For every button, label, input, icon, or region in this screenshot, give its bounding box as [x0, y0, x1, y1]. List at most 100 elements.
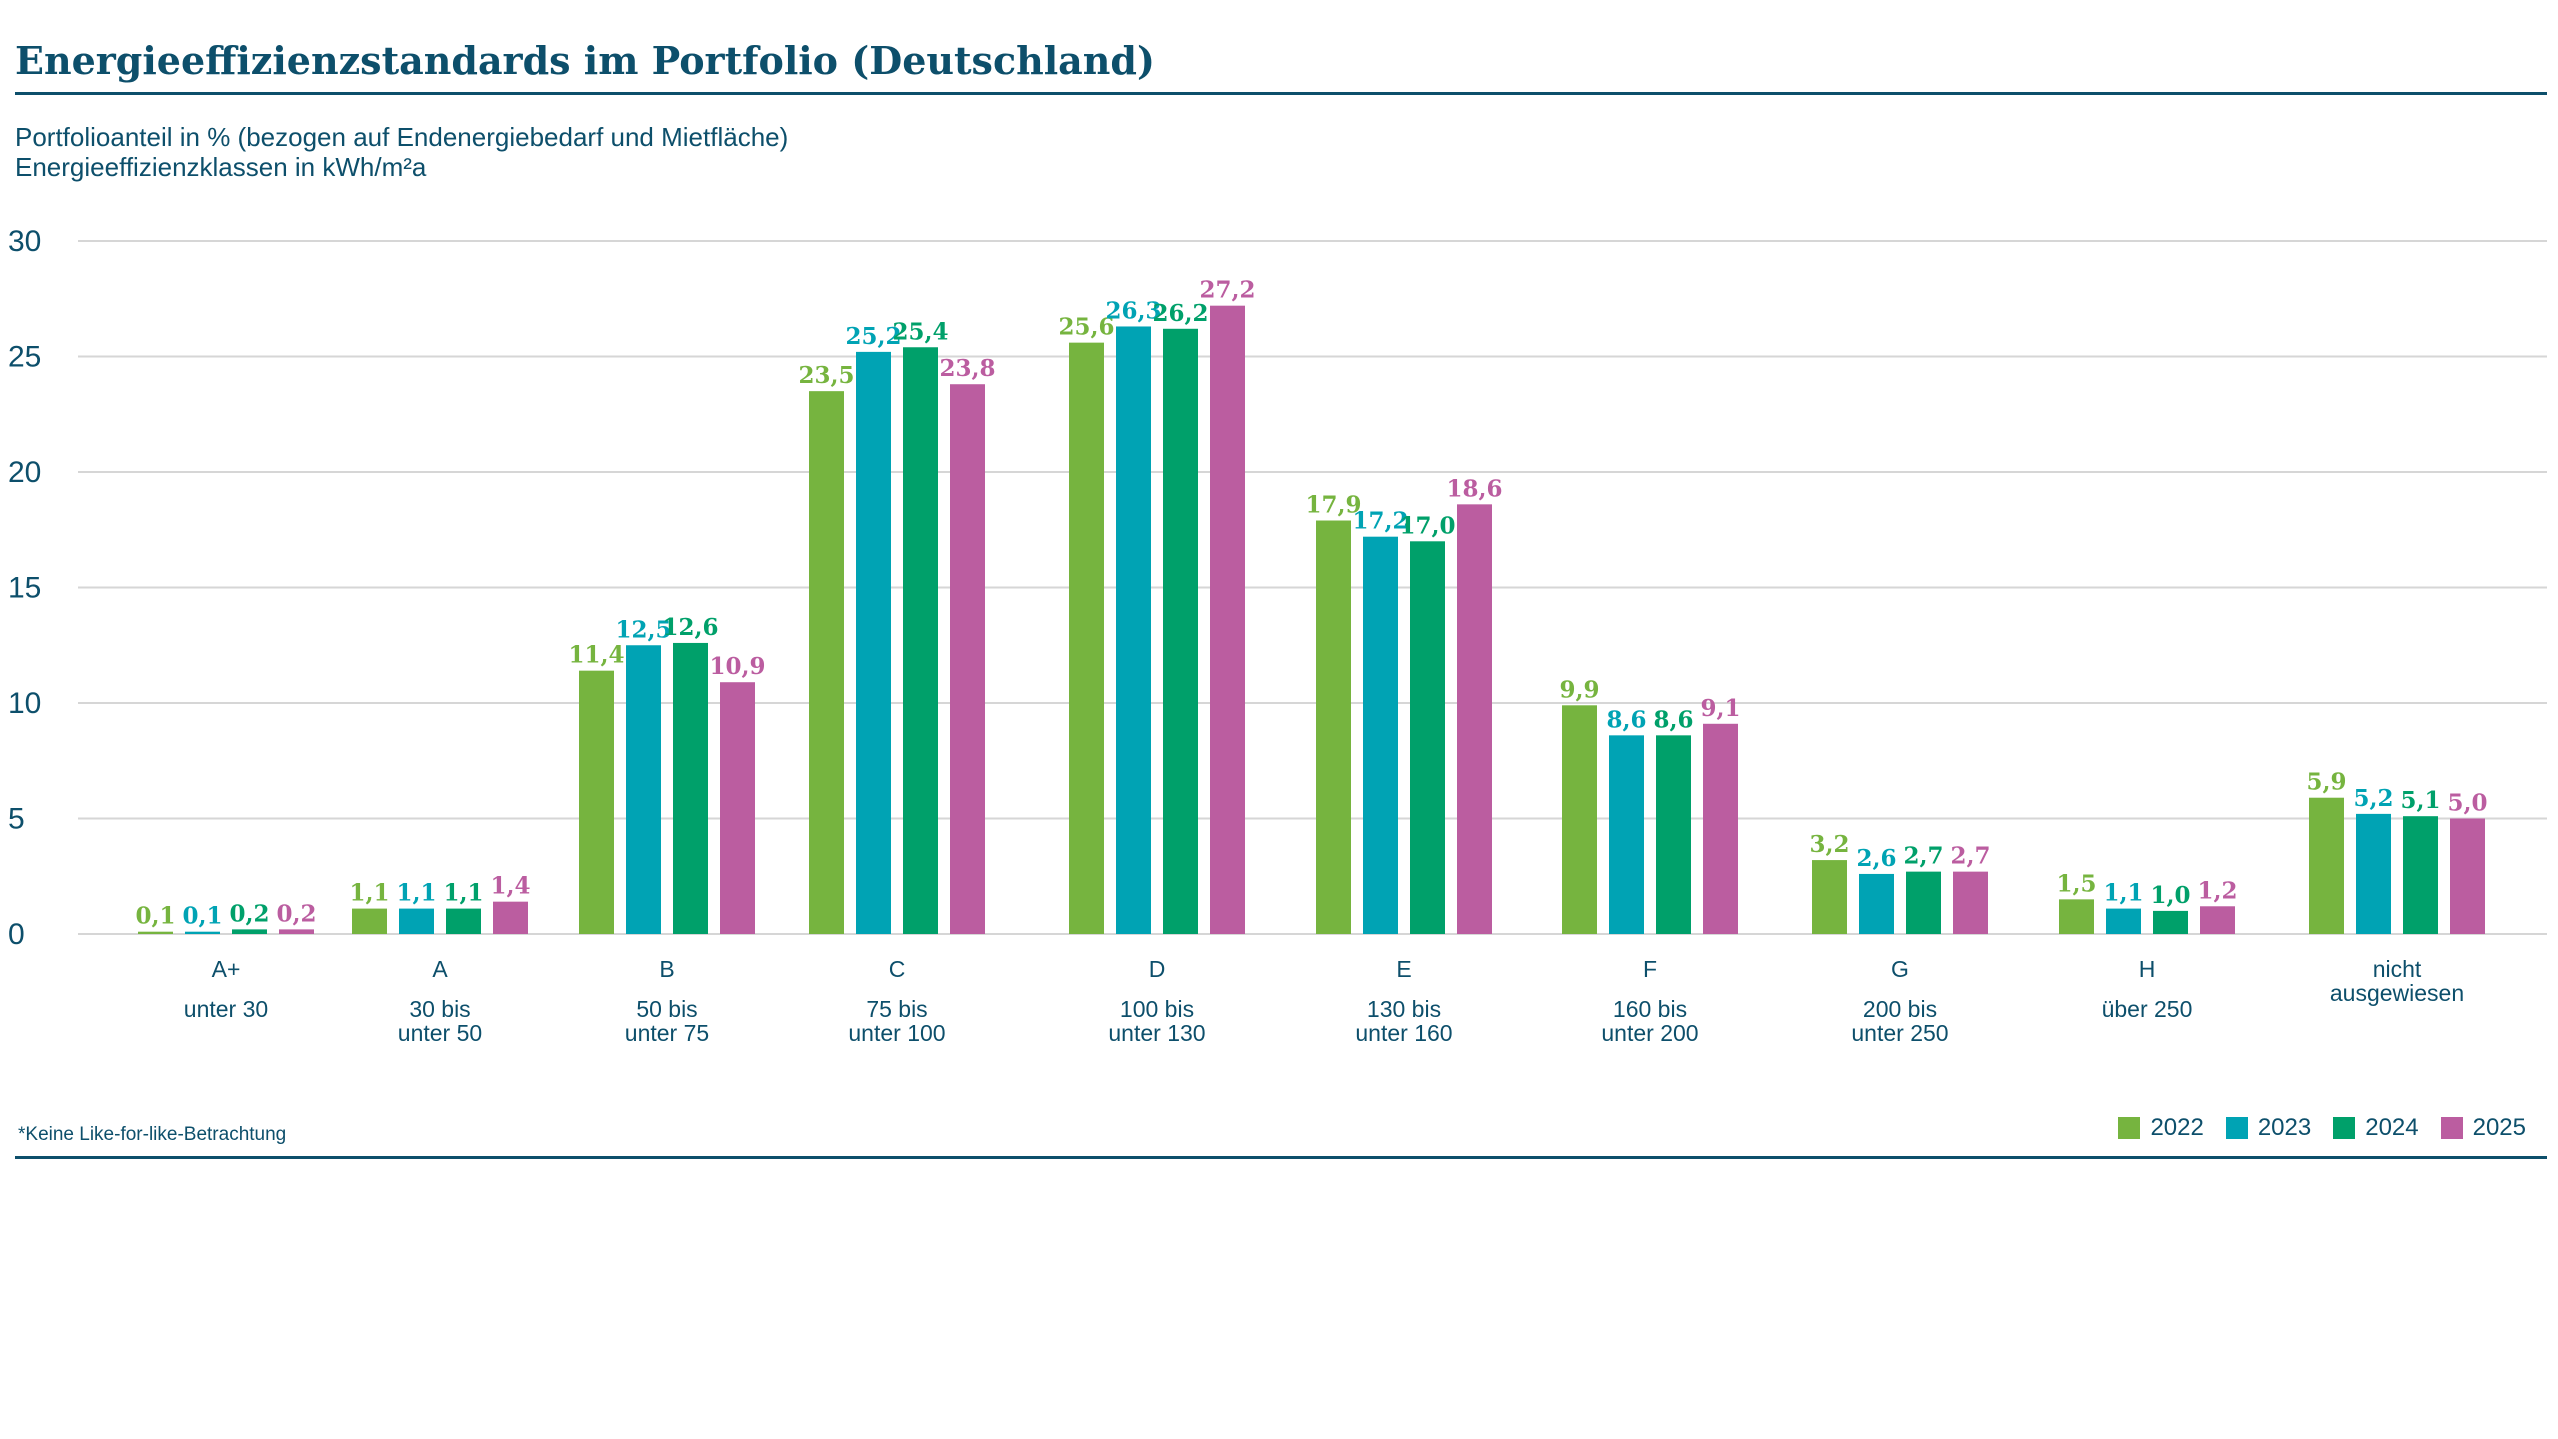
legend-label: 2022 — [2150, 1114, 2204, 1141]
x-category-label: A — [432, 956, 448, 982]
data-label: 26,3 — [1105, 297, 1161, 324]
data-label: 23,5 — [798, 362, 854, 389]
x-category-label: H — [2139, 956, 2156, 982]
bar-2024-8 — [1906, 871, 1941, 934]
title-divider — [15, 92, 2547, 95]
data-label: 23,8 — [939, 355, 995, 382]
y-tick-label: 5 — [8, 803, 25, 836]
bar-2024-2 — [446, 908, 481, 934]
data-label: 8,6 — [1606, 706, 1646, 733]
bar-2025-5 — [1210, 305, 1245, 934]
data-label: 0,1 — [182, 903, 222, 930]
legend-swatch — [2333, 1117, 2356, 1139]
x-category-label: D — [1149, 956, 1166, 982]
bar-2024-6 — [1410, 541, 1445, 934]
data-label: 27,2 — [1199, 277, 1255, 304]
data-label: 8,6 — [1653, 706, 1693, 733]
data-label: 1,1 — [349, 880, 389, 907]
data-label: 12,5 — [615, 616, 671, 643]
legend-swatch — [2440, 1117, 2463, 1139]
bar-2023-3 — [626, 645, 661, 934]
data-label: 25,2 — [845, 323, 901, 350]
data-label: 10,9 — [709, 653, 765, 680]
x-range-label: über 250 — [2102, 996, 2193, 1022]
x-range-label: 200 bis unter 250 — [1851, 996, 1948, 1046]
bar-2022-8 — [1812, 860, 1847, 934]
bottom-divider — [15, 1156, 2547, 1159]
bar-2022-3 — [579, 670, 614, 934]
bar-2025-3 — [720, 682, 755, 934]
bar-2022-2 — [352, 908, 387, 934]
bar-2023-9 — [2106, 908, 2141, 934]
x-category-label: nicht ausgewiesen — [2330, 956, 2464, 1006]
data-label: 5,2 — [2353, 785, 2393, 812]
bar-2025-9 — [2200, 906, 2235, 934]
bar-2025-1 — [279, 929, 314, 934]
data-label: 1,1 — [2103, 880, 2143, 907]
x-range-label: 50 bis unter 75 — [625, 996, 709, 1046]
data-label: 17,2 — [1352, 508, 1408, 535]
data-label: 1,2 — [2197, 877, 2237, 904]
x-category-label: F — [1643, 956, 1657, 982]
legend-item: 2023 — [2225, 1114, 2312, 1142]
data-label: 1,1 — [396, 880, 436, 907]
y-tick-label: 25 — [8, 341, 41, 374]
legend-label: 2025 — [2472, 1114, 2526, 1141]
y-tick-label: 20 — [8, 456, 41, 489]
x-range-label: 100 bis unter 130 — [1108, 996, 1205, 1046]
bar-2024-1 — [232, 929, 267, 934]
legend-item: 2024 — [2333, 1114, 2419, 1142]
data-label: 17,9 — [1305, 492, 1361, 519]
data-label: 0,2 — [229, 900, 269, 927]
bar-2025-10 — [2450, 818, 2485, 934]
bar-2022-9 — [2059, 899, 2094, 934]
x-range-label: 30 bis unter 50 — [398, 996, 482, 1046]
bar-2023-2 — [399, 908, 434, 934]
y-tick-label: 15 — [8, 572, 41, 605]
data-label: 3,2 — [1809, 831, 1849, 858]
bar-2023-8 — [1859, 873, 1894, 934]
legend-label: 2024 — [2365, 1114, 2419, 1141]
bar-2022-5 — [1069, 342, 1104, 934]
bar-2023-6 — [1363, 536, 1398, 934]
x-range-label: 75 bis unter 100 — [848, 996, 945, 1046]
x-category-label: G — [1891, 956, 1909, 982]
bar-2024-4 — [903, 347, 938, 934]
legend-swatch — [2118, 1117, 2141, 1139]
data-label: 1,5 — [2056, 870, 2096, 897]
bar-2025-2 — [493, 901, 528, 934]
bar-2023-5 — [1116, 326, 1151, 935]
chart-subtitle-unit: Portfolioanteil in % (bezogen auf Endene… — [15, 122, 789, 152]
data-label: 11,4 — [568, 642, 624, 669]
data-label: 1,0 — [2150, 882, 2190, 909]
data-label: 5,0 — [2447, 790, 2487, 817]
x-category-label: C — [889, 956, 906, 982]
bar-2023-4 — [856, 351, 891, 934]
data-label: 25,6 — [1058, 314, 1114, 341]
data-label: 26,2 — [1152, 300, 1208, 327]
x-category-label: B — [659, 956, 674, 982]
data-label: 12,6 — [662, 614, 718, 641]
data-label: 0,1 — [135, 903, 175, 930]
bar-chart: 0 5 10 15 20 25 30 0,1 0,1 0,2 0,2 A+ unter 30 1,1 1,1… — [8, 225, 2547, 1046]
y-tick-label: 10 — [8, 687, 41, 720]
data-label: 18,6 — [1446, 475, 1502, 502]
bar-2024-7 — [1656, 735, 1691, 934]
bar-2024-3 — [673, 642, 708, 934]
x-category-label: E — [1396, 956, 1411, 982]
data-label: 5,9 — [2306, 769, 2346, 796]
data-label: 9,9 — [1559, 676, 1599, 703]
x-category-label: A+ — [212, 956, 241, 982]
x-range-label: 160 bis unter 200 — [1601, 996, 1698, 1046]
legend: 2022 2023 2024 2025 — [2118, 1114, 2526, 1142]
legend-item: 2022 — [2118, 1114, 2204, 1142]
legend-label: 2023 — [2257, 1114, 2312, 1141]
bar-2023-1 — [185, 931, 220, 934]
bar-2022-7 — [1562, 705, 1597, 934]
chart-title: Energieeffizienzstandards im Portfolio (… — [15, 38, 1155, 83]
bar-2024-9 — [2153, 910, 2188, 934]
y-tick-label: 0 — [8, 918, 25, 951]
legend-swatch — [2225, 1117, 2248, 1139]
data-label: 2,6 — [1856, 845, 1896, 872]
